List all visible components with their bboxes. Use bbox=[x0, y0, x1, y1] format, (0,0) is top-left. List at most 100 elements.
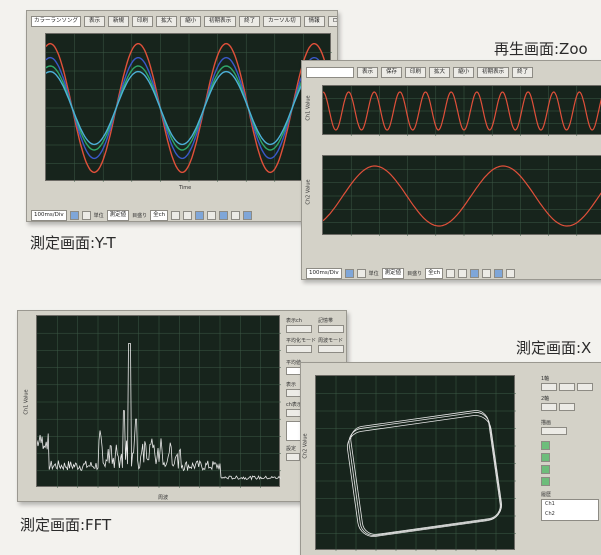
zoom-toolbar: 表示 保存 印刷 拡大 縮小 初期表示 終了 bbox=[302, 64, 601, 80]
zoom-zoom-icon[interactable] bbox=[470, 268, 480, 278]
fft-freq-select[interactable] bbox=[318, 345, 344, 353]
zoom-cursor-left-icon[interactable] bbox=[446, 268, 456, 278]
xy-draw-button[interactable] bbox=[541, 427, 567, 435]
xy-trajectory-loop-1 bbox=[348, 412, 502, 536]
yt-zoomin-button[interactable]: 拡大 bbox=[156, 15, 178, 27]
fft-label-avg: 平均値 bbox=[286, 360, 302, 366]
yt-window: カラーランソング 表示 新規 印刷 拡大 縮小 初期表示 終了 カーソル切 情報… bbox=[26, 10, 338, 222]
yt-view-button[interactable]: 表示 bbox=[84, 15, 106, 27]
fft-xlabel: 周波 bbox=[158, 495, 169, 501]
fft-memory-select[interactable] bbox=[318, 325, 344, 333]
yt-series-line-3 bbox=[46, 65, 332, 151]
grid-icon[interactable] bbox=[219, 210, 229, 220]
yt-series-line-4 bbox=[46, 70, 332, 146]
caption-zoom: 再生画面:Zoo bbox=[494, 40, 588, 58]
yt-title-field[interactable]: カラーランソング bbox=[31, 15, 82, 27]
xy-axis1-button-3[interactable] bbox=[577, 383, 593, 391]
xy-axis1-button-2[interactable] bbox=[559, 383, 575, 391]
fft-settings-button[interactable] bbox=[286, 453, 300, 461]
fft-label-display: 表示 bbox=[286, 382, 297, 388]
yt-zoomout-button[interactable]: 縮小 bbox=[180, 15, 202, 27]
xy-label-ch1: Ch1 bbox=[545, 501, 555, 507]
yt-plot[interactable] bbox=[45, 33, 332, 182]
pan-icon[interactable] bbox=[207, 210, 217, 220]
fft-ylabel: Ch1 Value bbox=[23, 389, 30, 415]
zoom-play-icon[interactable] bbox=[344, 268, 354, 278]
xy-channel-led-3 bbox=[541, 465, 550, 474]
xy-channel-led-4 bbox=[541, 477, 550, 486]
yt-x-axis-title: Time bbox=[179, 185, 192, 191]
yt-new-button[interactable]: 新規 bbox=[108, 15, 130, 27]
play-icon[interactable] bbox=[69, 210, 79, 220]
xy-axis2-button-2[interactable] bbox=[559, 403, 575, 411]
fft-plot[interactable] bbox=[36, 315, 281, 488]
yt-cursor-button[interactable]: カーソル切 bbox=[263, 15, 301, 27]
zoom-pan-icon[interactable] bbox=[482, 268, 492, 278]
cursor-right-icon[interactable] bbox=[183, 210, 193, 220]
yt-measure-field[interactable]: 測定値 bbox=[106, 209, 130, 221]
zoom-view-button[interactable]: 表示 bbox=[357, 66, 379, 78]
save-icon[interactable] bbox=[231, 210, 241, 220]
fft-chart-svg bbox=[37, 316, 281, 488]
zoom-cursor-right-icon[interactable] bbox=[458, 268, 468, 278]
stop-icon[interactable] bbox=[81, 210, 91, 220]
zoom-top-ylabel: Ch1 Value bbox=[305, 95, 312, 121]
xy-label-draw: 描画 bbox=[541, 420, 552, 426]
fft-spectrum-line bbox=[37, 343, 281, 481]
print-icon[interactable] bbox=[243, 210, 253, 220]
caption-yt: 測定画面:Y-T bbox=[30, 234, 116, 252]
zoom-bottom-series-line bbox=[323, 165, 601, 227]
zoom-bottom-ylabel: Ch2 Value bbox=[305, 179, 312, 205]
xy-axis1-button[interactable] bbox=[541, 383, 557, 391]
zoom-icon[interactable] bbox=[195, 210, 205, 220]
fft-label-settings: 設定 bbox=[286, 446, 297, 452]
fft-avg-select[interactable] bbox=[286, 345, 312, 353]
cursor-left-icon[interactable] bbox=[171, 210, 181, 220]
zoom-timebase-field[interactable]: 100ms/Div bbox=[306, 267, 342, 279]
xy-label-ch2: Ch2 bbox=[545, 511, 555, 517]
fft-label-ch: 表示ch bbox=[286, 318, 302, 324]
xy-channel-led-2 bbox=[541, 453, 550, 462]
yt-series-line-2 bbox=[46, 56, 332, 160]
zoom-reset-button[interactable]: 初期表示 bbox=[477, 66, 510, 78]
zoom-plot-top[interactable] bbox=[322, 85, 601, 136]
yt-chart-svg bbox=[46, 34, 332, 182]
zoom-top-series-line bbox=[323, 91, 601, 131]
xy-trajectory-loop-2 bbox=[347, 415, 502, 537]
xy-axis2-button[interactable] bbox=[541, 403, 557, 411]
yt-scale-label: 目盛り bbox=[132, 212, 148, 219]
zoom-measure-field[interactable]: 測定値 bbox=[381, 267, 405, 279]
zoom-bottom-chart-svg bbox=[323, 156, 601, 236]
zoom-save-button[interactable]: 保存 bbox=[381, 66, 403, 78]
zoom-print-button[interactable]: 印刷 bbox=[405, 66, 427, 78]
zoom-grid-icon[interactable] bbox=[494, 268, 504, 278]
xy-trajectory-loop-3 bbox=[350, 410, 501, 535]
zoom-zoomout-button[interactable]: 縮小 bbox=[453, 66, 475, 78]
fft-label-memory: 記憶帯 bbox=[318, 318, 334, 324]
xy-label-axis2: 2軸 bbox=[541, 396, 550, 402]
yt-print-button[interactable]: 印刷 bbox=[132, 15, 154, 27]
caption-fft: 測定画面:FFT bbox=[20, 516, 112, 534]
zoom-channel-field[interactable]: 全ch bbox=[425, 267, 444, 279]
yt-info-button[interactable]: 情報 bbox=[303, 15, 325, 27]
zoom-scale-label: 目盛り bbox=[407, 270, 423, 277]
zoom-save-icon[interactable] bbox=[506, 268, 516, 278]
fft-label-ch-display: ch表示 bbox=[286, 402, 302, 408]
yt-bottom-bar: 100ms/Div 単位 測定値 目盛り 全ch bbox=[27, 207, 337, 221]
zoom-plot-bottom[interactable] bbox=[322, 155, 601, 236]
xy-plot[interactable] bbox=[315, 375, 516, 551]
zoom-name-field[interactable] bbox=[306, 66, 354, 78]
fft-ch-select[interactable] bbox=[286, 325, 312, 333]
zoom-stop-icon[interactable] bbox=[356, 268, 366, 278]
yt-toolbar: カラーランソング 表示 新規 印刷 拡大 縮小 初期表示 終了 カーソル切 情報… bbox=[27, 13, 337, 29]
zoom-zoomin-button[interactable]: 拡大 bbox=[429, 66, 451, 78]
yt-log-button[interactable]: ログ bbox=[327, 15, 337, 27]
yt-channel-field[interactable]: 全ch bbox=[150, 209, 169, 221]
xy-history-table[interactable] bbox=[541, 499, 599, 521]
yt-end-button[interactable]: 終了 bbox=[239, 15, 261, 27]
zoom-top-chart-svg bbox=[323, 86, 601, 136]
yt-timebase-field[interactable]: 100ms/Div bbox=[31, 209, 67, 221]
xy-chart-svg bbox=[316, 376, 516, 551]
zoom-end-button[interactable]: 終了 bbox=[512, 66, 534, 78]
yt-reset-button[interactable]: 初期表示 bbox=[204, 15, 237, 27]
